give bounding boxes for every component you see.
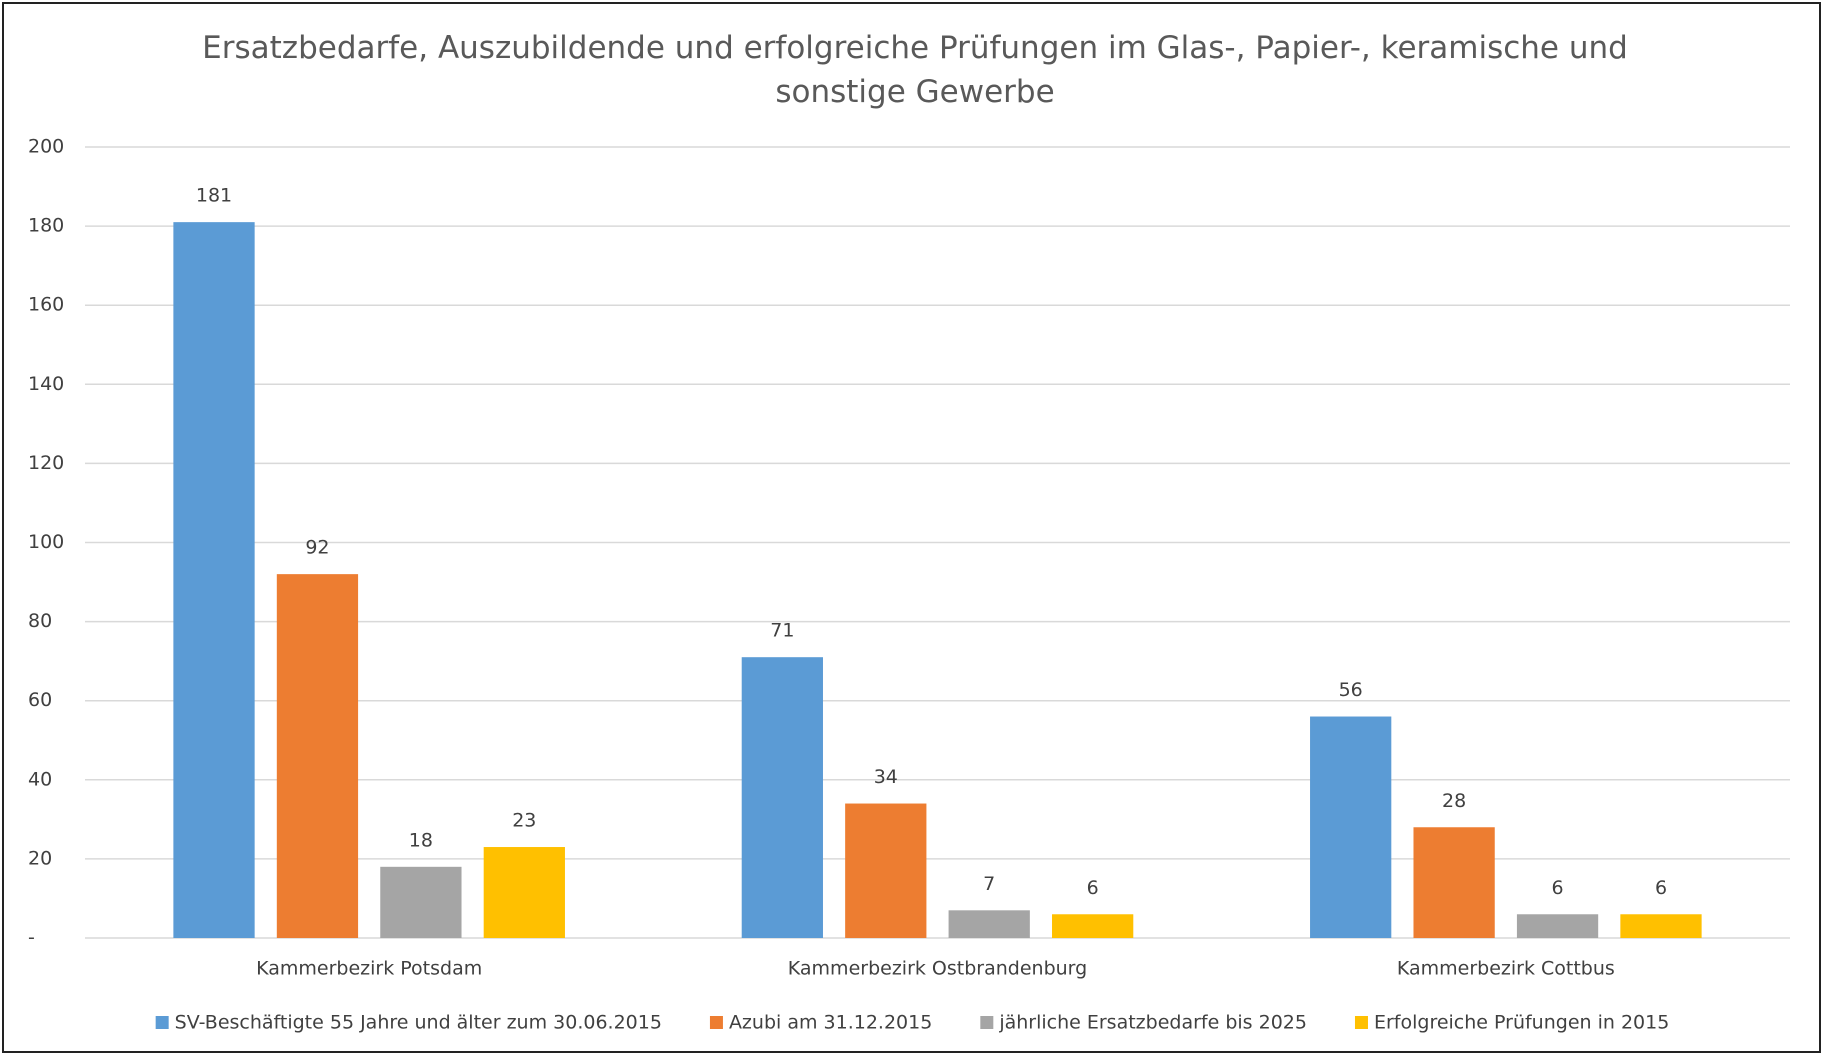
y-tick-label: 100 [28, 531, 64, 553]
data-label: 71 [770, 620, 794, 642]
legend-swatch [155, 1016, 169, 1029]
data-label: 56 [1339, 679, 1363, 701]
y-tick-label: 60 [28, 689, 52, 711]
y-tick-label: 160 [28, 294, 64, 316]
bar [1516, 914, 1599, 938]
bar [741, 657, 823, 938]
x-tick-label: Kammerbezirk Potsdam [256, 958, 482, 980]
bar [173, 222, 255, 938]
legend-swatch [709, 1016, 723, 1029]
legend-label: jährliche Ersatzbedarfe bis 2025 [998, 1012, 1307, 1034]
legend-label: SV-Beschäftigte 55 Jahre und älter zum 3… [175, 1012, 662, 1034]
bar [1413, 827, 1495, 938]
data-label: 181 [196, 185, 232, 207]
x-tick-label: Kammerbezirk Cottbus [1397, 958, 1615, 980]
bar [1620, 914, 1702, 938]
legend-swatch [980, 1016, 994, 1029]
legend-label: Azubi am 31.12.2015 [729, 1012, 932, 1034]
bar [276, 574, 359, 938]
y-tick-label: 200 [28, 136, 64, 158]
y-tick-label: 120 [28, 452, 64, 474]
y-tick-label: 80 [28, 610, 52, 632]
bar [380, 866, 462, 938]
bar [483, 847, 565, 938]
y-tick-label: 140 [28, 373, 64, 395]
data-label: 6 [1655, 877, 1667, 899]
data-label: 92 [305, 537, 329, 559]
data-label: 6 [1552, 877, 1564, 899]
y-tick-label: 20 [28, 847, 52, 869]
y-tick-label: 180 [28, 215, 64, 237]
data-label: 18 [409, 829, 433, 851]
bar [1310, 716, 1392, 938]
data-label: 34 [874, 766, 898, 788]
x-tick-label: Kammerbezirk Ostbrandenburg [788, 958, 1087, 980]
bar [1052, 914, 1134, 938]
data-label: 28 [1442, 790, 1466, 812]
legend-swatch [1354, 1016, 1368, 1029]
chart-title: Ersatzbedarfe, Auszubildende und erfolgr… [202, 30, 1628, 110]
bar [845, 803, 927, 938]
y-tick-label: 40 [28, 768, 52, 790]
y-tick-label: - [28, 927, 35, 949]
data-label: 23 [512, 810, 536, 832]
legend-label: Erfolgreiche Prüfungen in 2015 [1374, 1012, 1669, 1034]
data-label: 7 [983, 873, 995, 895]
data-label: 6 [1087, 877, 1099, 899]
bar [948, 910, 1030, 938]
